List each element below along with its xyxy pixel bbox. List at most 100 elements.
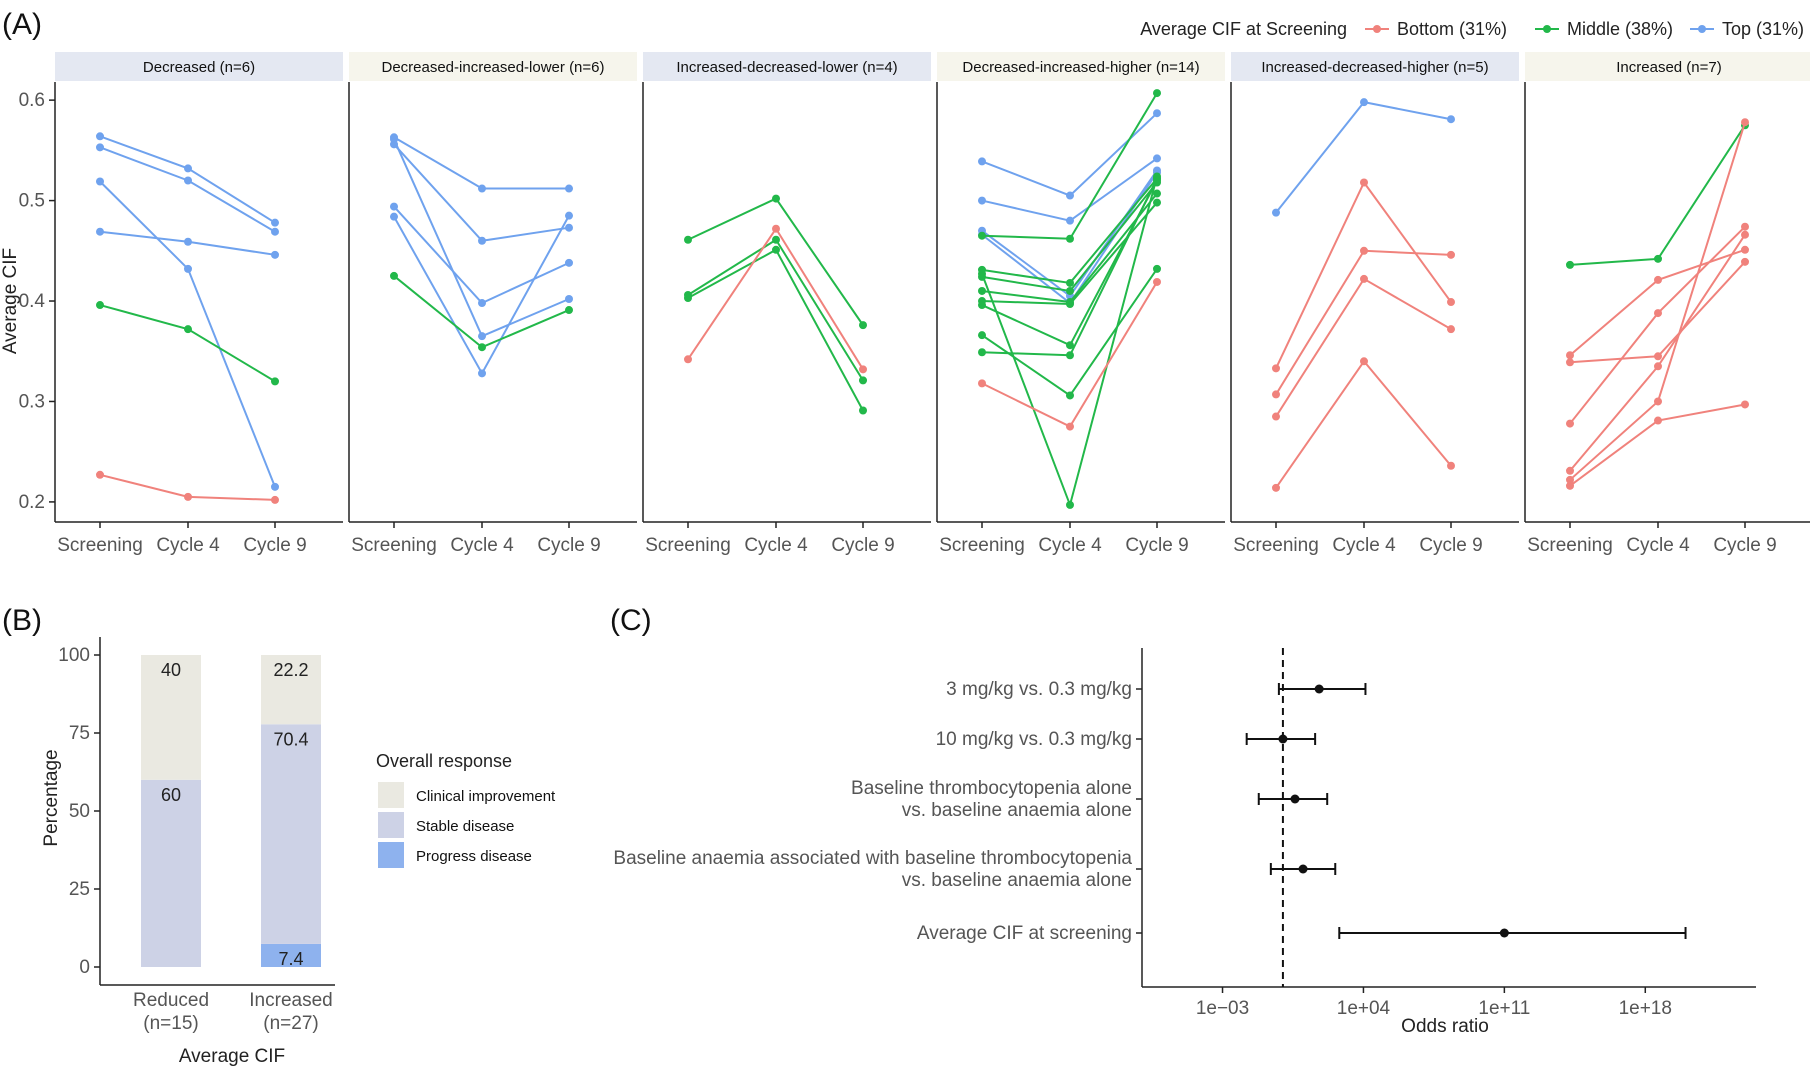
y-tick-label: 50 xyxy=(69,801,90,822)
series-line-bottom xyxy=(1275,249,1452,395)
panel-b-legend-title: Overall response xyxy=(376,751,512,771)
facet-strip-label: Increased-decreased-lower (n=4) xyxy=(676,59,897,76)
data-point-middle xyxy=(1566,260,1574,269)
bar-segment-clinical-improvement xyxy=(261,655,321,725)
data-point-bottom xyxy=(1272,483,1280,492)
data-point-bottom xyxy=(1741,230,1749,239)
data-point-top xyxy=(96,227,104,236)
odds-ratio-point xyxy=(1290,794,1300,804)
data-point-top xyxy=(390,202,398,211)
data-point-bottom xyxy=(1272,390,1280,399)
series-line-top xyxy=(99,146,276,233)
data-point-top xyxy=(184,237,192,246)
y-tick-label: 0.3 xyxy=(19,391,45,412)
x-tick-label: Reduced xyxy=(133,990,209,1011)
data-point-middle xyxy=(1066,351,1074,360)
y-tick-label: 0.6 xyxy=(19,90,45,111)
data-point-bottom xyxy=(1360,178,1368,187)
series-line-middle xyxy=(687,197,864,326)
legend-label: Bottom (31%) xyxy=(1397,19,1507,39)
data-point-top xyxy=(184,176,192,185)
data-point-top xyxy=(565,223,573,232)
data-point-middle xyxy=(1153,189,1161,198)
data-point-bottom xyxy=(1360,357,1368,366)
x-tick-label: Cycle 9 xyxy=(1125,535,1188,556)
x-tick-label: Increased xyxy=(249,990,332,1011)
data-point-bottom xyxy=(1566,475,1574,484)
bar-value-label: 22.2 xyxy=(273,660,308,680)
panel-a-legend-title: Average CIF at Screening xyxy=(1140,19,1347,39)
data-point-middle xyxy=(1066,300,1074,309)
data-point-bottom xyxy=(684,355,692,364)
data-point-top xyxy=(565,184,573,193)
data-point-top xyxy=(1447,115,1455,124)
data-point-bottom xyxy=(184,492,192,501)
data-point-middle xyxy=(478,343,486,352)
facet-panel: Increased-decreased-lower (n=4) Screening… xyxy=(642,52,931,556)
legend-label: Progress disease xyxy=(416,848,532,865)
legend-label: Middle (38%) xyxy=(1567,19,1673,39)
x-tick-label: Cycle 9 xyxy=(537,535,600,556)
row-label: 3 mg/kg vs. 0.3 mg/kg xyxy=(946,679,1132,700)
data-point-middle xyxy=(390,271,398,280)
data-point-middle xyxy=(978,348,986,357)
data-point-bottom xyxy=(1741,118,1749,127)
data-point-bottom xyxy=(1360,274,1368,283)
y-tick-label: 100 xyxy=(58,645,90,666)
data-point-bottom xyxy=(1272,412,1280,421)
data-point-middle xyxy=(271,377,279,386)
facet-strip-label: Decreased-increased-lower (n=6) xyxy=(381,59,604,76)
facet-strip-label: Increased (n=7) xyxy=(1616,59,1721,76)
data-point-middle xyxy=(565,306,573,315)
y-tick-label: 25 xyxy=(69,879,90,900)
legend-point-key xyxy=(1698,25,1706,33)
facet-strip xyxy=(1525,52,1810,81)
data-point-middle xyxy=(859,376,867,385)
legend-swatch xyxy=(378,782,404,808)
data-point-middle xyxy=(684,294,692,303)
data-point-middle xyxy=(978,301,986,310)
data-point-bottom xyxy=(1654,275,1662,284)
panel-c-forest-plot: Odds ratio 1e−03 1e+04 1e+11 1e+18 3 mg/kg v… xyxy=(613,648,1756,1037)
data-point-middle xyxy=(772,235,780,244)
series-line-bottom xyxy=(1275,277,1452,418)
x-tick-label: Cycle 4 xyxy=(1038,535,1102,556)
data-point-middle xyxy=(96,301,104,310)
x-tick-label: Cycle 4 xyxy=(1626,535,1690,556)
row-label: Baseline thrombocytopenia alone xyxy=(851,778,1132,799)
data-point-middle xyxy=(978,231,986,240)
odds-ratio-point xyxy=(1314,684,1324,694)
x-tick-label: (n=27) xyxy=(263,1013,318,1034)
facet-panel: Decreased (n=6) Screening Cycle 4 Cycle 9 xyxy=(49,52,343,556)
data-point-bottom xyxy=(1566,419,1574,428)
data-point-bottom xyxy=(96,470,104,479)
data-point-middle xyxy=(772,245,780,254)
data-point-top xyxy=(565,295,573,304)
data-point-middle xyxy=(1066,286,1074,295)
legend-point-key xyxy=(1543,25,1551,33)
series-line-middle xyxy=(981,178,1158,357)
x-tick-label: 1e−03 xyxy=(1196,998,1249,1019)
panel-b-legend: Overall response Clinical improvement Sta… xyxy=(376,751,556,868)
row-label: Average CIF at screening xyxy=(917,923,1132,944)
data-point-middle xyxy=(1153,172,1161,181)
x-tick-label: Cycle 4 xyxy=(450,535,514,556)
data-point-bottom xyxy=(1566,358,1574,367)
bar-segment-stable-disease xyxy=(261,724,321,944)
data-point-bottom xyxy=(1741,222,1749,231)
data-point-bottom xyxy=(271,495,279,504)
data-point-top xyxy=(1153,154,1161,163)
bar-value-label: 70.4 xyxy=(273,729,308,749)
data-point-top xyxy=(96,177,104,186)
panel-b-letter: (B) xyxy=(2,604,42,637)
y-tick-label: 75 xyxy=(69,723,90,744)
series-line-top xyxy=(99,180,276,488)
legend-label: Top (31%) xyxy=(1722,19,1804,39)
panel-c-x-axis-title: Odds ratio xyxy=(1401,1016,1489,1037)
data-point-top xyxy=(1066,191,1074,200)
data-point-top xyxy=(478,236,486,245)
data-point-bottom xyxy=(1447,250,1455,259)
data-point-top xyxy=(478,299,486,308)
data-point-bottom xyxy=(1447,461,1455,470)
